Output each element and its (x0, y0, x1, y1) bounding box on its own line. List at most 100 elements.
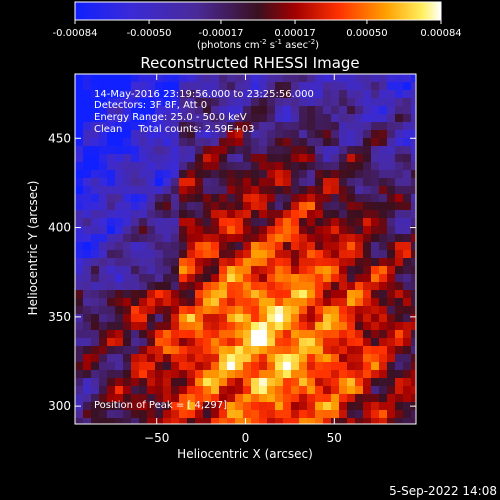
heatmap-cell (387, 234, 395, 242)
heatmap-cell (75, 74, 83, 82)
heatmap-cell (379, 298, 387, 306)
heatmap-cell (203, 82, 211, 90)
heatmap-cell (307, 154, 315, 162)
heatmap-cell (243, 346, 251, 354)
heatmap-cell (363, 354, 371, 362)
heatmap-cell (259, 154, 267, 162)
heatmap-cell (291, 106, 299, 114)
heatmap-cell (355, 122, 363, 130)
heatmap-cell (363, 82, 371, 90)
heatmap-cell (307, 410, 315, 418)
heatmap-cell (227, 338, 235, 346)
heatmap-cell (355, 138, 363, 146)
heatmap-cell (171, 170, 179, 178)
heatmap-cell (171, 194, 179, 202)
heatmap-cell (395, 282, 403, 290)
heatmap-cell (259, 194, 267, 202)
heatmap-cell (227, 250, 235, 258)
heatmap-cell (387, 138, 395, 146)
heatmap-cell (291, 362, 299, 370)
heatmap-cell (283, 402, 291, 410)
heatmap-cell (203, 378, 211, 386)
heatmap-cell (363, 170, 371, 178)
heatmap-cell (267, 114, 275, 122)
annotation-detectors: Detectors: 3F 8F, Att 0 (94, 100, 207, 111)
heatmap-cell (75, 90, 83, 98)
heatmap-cell (155, 226, 163, 234)
heatmap-cell (235, 370, 243, 378)
heatmap-cell (331, 154, 339, 162)
heatmap-cell (147, 226, 155, 234)
heatmap-cell (283, 282, 291, 290)
heatmap-cell (187, 122, 195, 130)
heatmap-cell (323, 122, 331, 130)
heatmap-cell (275, 266, 283, 274)
heatmap-cell (251, 330, 259, 338)
heatmap-cell (91, 242, 99, 250)
heatmap-cell (195, 258, 203, 266)
heatmap-cell (395, 98, 403, 106)
heatmap-cell (387, 74, 395, 82)
heatmap-cell (147, 322, 155, 330)
heatmap-cell (219, 202, 227, 210)
heatmap-cell (355, 162, 363, 170)
heatmap-cell (179, 210, 187, 218)
heatmap-cell (251, 162, 259, 170)
heatmap-cell (387, 298, 395, 306)
heatmap-cell (363, 362, 371, 370)
heatmap-cell (131, 226, 139, 234)
heatmap-cell (387, 418, 395, 424)
heatmap-cell (139, 90, 147, 98)
heatmap-cell (187, 290, 195, 298)
heatmap-cell (227, 258, 235, 266)
heatmap-cell (83, 314, 91, 322)
heatmap-cell (395, 226, 403, 234)
heatmap-cell (211, 98, 219, 106)
heatmap-cell (347, 178, 355, 186)
heatmap-cell (187, 178, 195, 186)
heatmap-cell (299, 194, 307, 202)
heatmap-cell (323, 250, 331, 258)
heatmap-cell (363, 74, 371, 82)
heatmap-cell (291, 250, 299, 258)
heatmap-cell (379, 210, 387, 218)
heatmap-cell (131, 410, 139, 418)
heatmap-cell (403, 250, 411, 258)
heatmap-cell (83, 330, 91, 338)
colorbar-tick-label: -0.00050 (127, 28, 172, 39)
heatmap-cell (387, 290, 395, 298)
heatmap-cell (339, 362, 347, 370)
heatmap-cell (211, 226, 219, 234)
heatmap-cell (251, 322, 259, 330)
heatmap-cell (75, 98, 83, 106)
heatmap-cell (323, 298, 331, 306)
heatmap-cell (275, 330, 283, 338)
heatmap-cell (259, 98, 267, 106)
heatmap-cell (387, 178, 395, 186)
heatmap-cell (331, 298, 339, 306)
heatmap-cell (307, 282, 315, 290)
heatmap-cell (115, 146, 123, 154)
heatmap-cell (347, 162, 355, 170)
colorbar-tick-label: -0.00084 (53, 28, 98, 39)
heatmap-cell (251, 394, 259, 402)
heatmap-cell (323, 242, 331, 250)
heatmap-cell (355, 346, 363, 354)
heatmap-cell (235, 418, 243, 424)
heatmap-cell (267, 202, 275, 210)
heatmap-cell (235, 338, 243, 346)
heatmap-cell (179, 266, 187, 274)
heatmap-cell (83, 98, 91, 106)
heatmap-cell (107, 186, 115, 194)
heatmap-cell (155, 146, 163, 154)
heatmap-cell (163, 394, 171, 402)
heatmap-cell (363, 106, 371, 114)
heatmap-cell (219, 186, 227, 194)
heatmap-cell (347, 242, 355, 250)
heatmap-cell (411, 114, 416, 122)
heatmap-cell (403, 338, 411, 346)
heatmap-cell (219, 234, 227, 242)
heatmap-cell (323, 346, 331, 354)
heatmap-cell (307, 386, 315, 394)
heatmap-cell (283, 114, 291, 122)
